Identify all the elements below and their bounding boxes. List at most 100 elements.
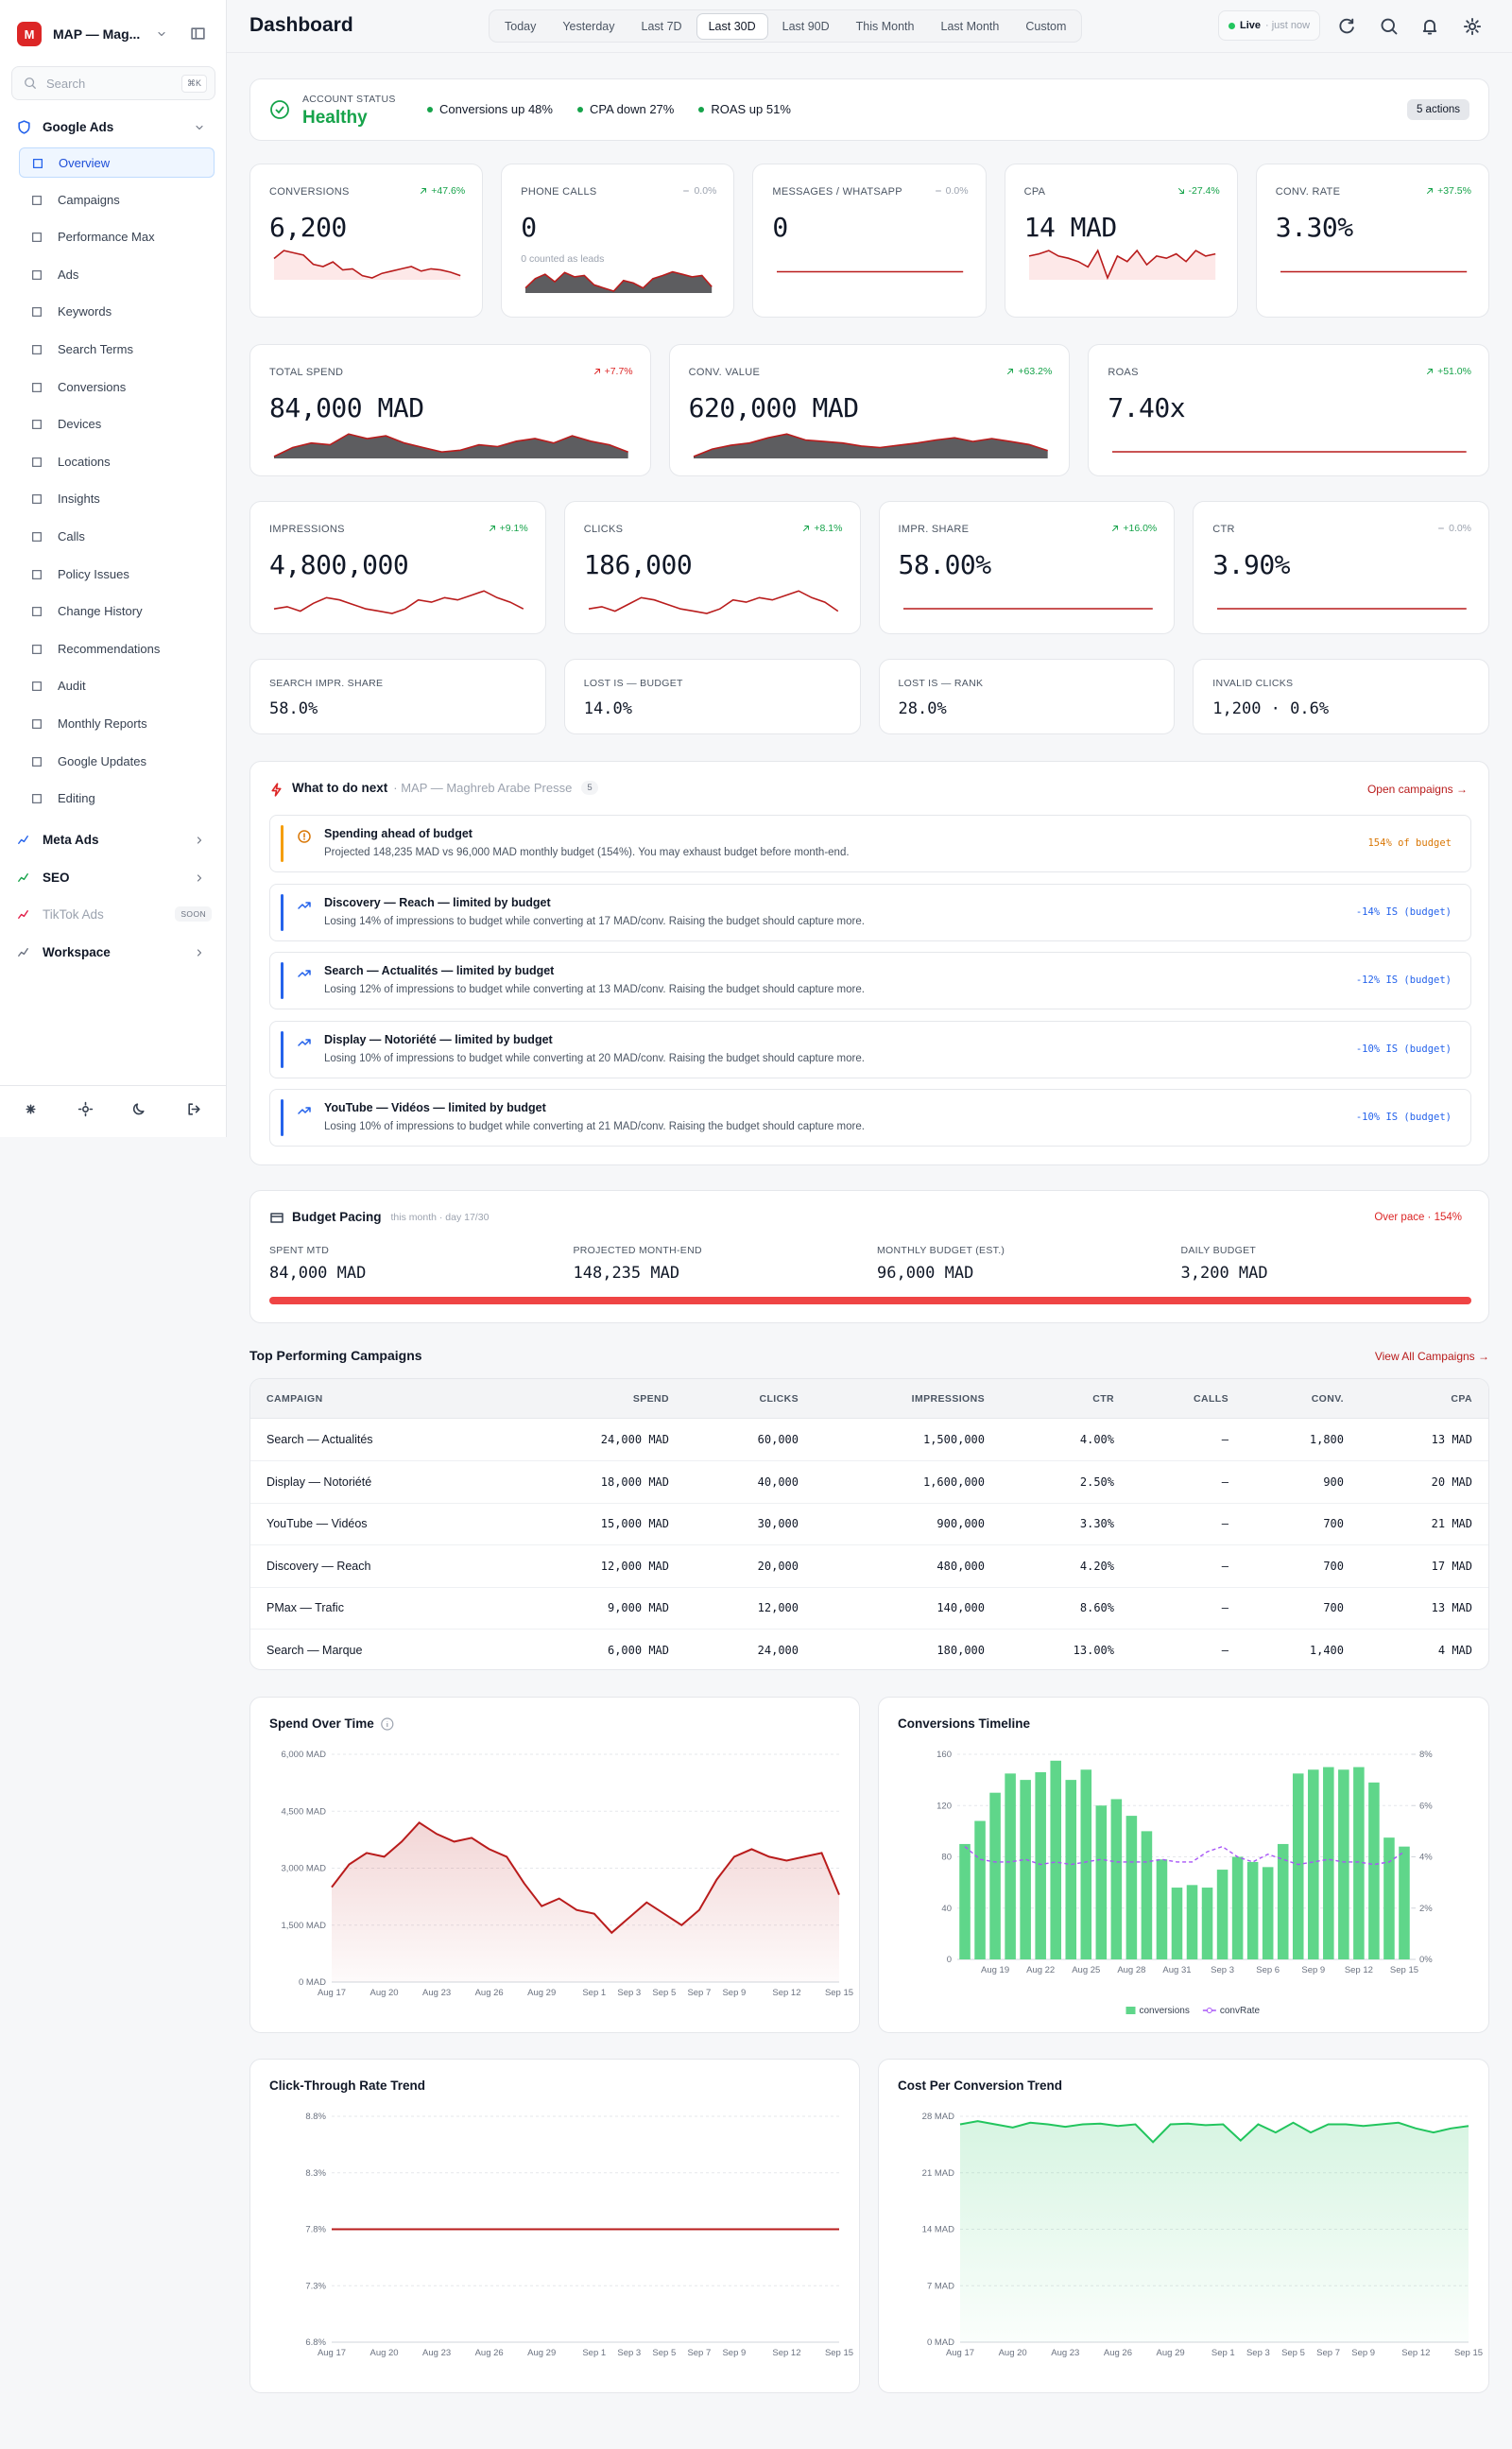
header-settings[interactable] bbox=[1463, 17, 1482, 36]
x-tick-label: Sep 9 bbox=[1301, 1965, 1325, 1975]
kpi-delta: +63.2% bbox=[1005, 366, 1052, 377]
nav-item[interactable]: Audit bbox=[19, 671, 215, 701]
range-button[interactable]: This Month bbox=[855, 19, 915, 33]
next-item: Display — Notoriété — limited by budget L… bbox=[269, 1020, 1471, 1078]
nav-group[interactable]: TikTok Ads SOON bbox=[11, 903, 215, 927]
range-button[interactable]: Last 7D bbox=[641, 19, 682, 33]
kpi-card: CONV. RATE +37.5% 3.30% bbox=[1255, 164, 1489, 318]
nav-label: Monthly Reports bbox=[58, 716, 147, 731]
nav-item[interactable]: Ads bbox=[19, 260, 215, 290]
range-button[interactable]: Last 30D bbox=[696, 12, 768, 40]
nav-item[interactable]: Calls bbox=[19, 522, 215, 552]
range-button[interactable]: Yesterday bbox=[562, 19, 615, 33]
y-tick-label: 6.8% bbox=[305, 2337, 326, 2348]
y2-tick-label: 6% bbox=[1419, 1801, 1433, 1811]
nav-label: Keywords bbox=[58, 304, 112, 319]
live-label: Live bbox=[1240, 20, 1262, 31]
kpi-value: 84,000 MAD bbox=[269, 392, 424, 423]
kpi-label: CONV. VALUE bbox=[688, 367, 761, 378]
x-tick-label: Aug 20 bbox=[369, 1988, 398, 1998]
sparkline-area bbox=[274, 250, 461, 280]
status-value: Healthy bbox=[302, 108, 368, 128]
next-item-desc: Projected 148,235 MAD vs 96,000 MAD mont… bbox=[324, 847, 850, 858]
nav-icon-shape bbox=[31, 494, 43, 505]
nav-item[interactable]: Google Updates bbox=[19, 747, 215, 777]
header-refresh[interactable] bbox=[1337, 17, 1356, 36]
search-shortcut: ⌘K bbox=[180, 75, 207, 93]
footer-settings[interactable] bbox=[77, 1101, 94, 1117]
sidebar-footer-divider bbox=[0, 1085, 227, 1086]
nav-item[interactable]: Change History bbox=[19, 596, 215, 627]
nav-item[interactable]: Campaigns bbox=[19, 185, 215, 216]
status-note: ROAS up 51% bbox=[698, 102, 791, 116]
x-tick-label: Sep 15 bbox=[1454, 2348, 1483, 2358]
range-button[interactable]: Last 90D bbox=[782, 19, 830, 33]
kpi-label: IMPRESSIONS bbox=[269, 524, 345, 535]
nav-item[interactable]: Performance Max bbox=[19, 222, 215, 252]
footer-logout[interactable] bbox=[186, 1101, 202, 1117]
nav-item[interactable]: Monthly Reports bbox=[19, 709, 215, 739]
table-cell: Search — Actualités bbox=[266, 1433, 373, 1447]
next-item-accent bbox=[281, 825, 284, 862]
nav-group[interactable]: SEO bbox=[11, 866, 215, 890]
next-item: YouTube — Vidéos — limited by budget Losi… bbox=[269, 1089, 1471, 1147]
footer-debug-shape bbox=[26, 1104, 36, 1114]
nav-item[interactable]: Overview bbox=[19, 147, 215, 178]
range-button[interactable]: Custom bbox=[1025, 19, 1067, 33]
y-tick-label: 8.8% bbox=[305, 2112, 326, 2122]
header-search[interactable] bbox=[1380, 17, 1399, 36]
kpi-label: TOTAL SPEND bbox=[269, 367, 344, 378]
column-header: CAMPAIGN bbox=[266, 1392, 323, 1405]
kpi-delta: +47.6% bbox=[419, 185, 465, 197]
header-notifications[interactable] bbox=[1420, 17, 1439, 36]
sparkline-line bbox=[693, 433, 1048, 457]
delta-arrow-shape bbox=[1427, 188, 1434, 194]
nav-label: Ads bbox=[58, 267, 79, 282]
footer-debug[interactable] bbox=[23, 1101, 39, 1117]
y-tick-label: 0 bbox=[947, 1955, 952, 1965]
delta-arrow bbox=[803, 526, 810, 531]
status-actions[interactable]: 5 actions bbox=[1406, 99, 1469, 120]
kpi-value: 3.30% bbox=[1275, 212, 1353, 243]
next-icon-shape bbox=[271, 783, 282, 797]
nav-item[interactable]: Search Terms bbox=[19, 335, 215, 365]
nav-icon bbox=[31, 756, 43, 767]
range-button[interactable]: Last Month bbox=[940, 19, 1000, 33]
nav-label: Devices bbox=[58, 417, 102, 432]
range-button[interactable]: Today bbox=[505, 19, 537, 33]
nav-item[interactable]: Policy Issues bbox=[19, 560, 215, 590]
footer-theme[interactable] bbox=[131, 1101, 147, 1117]
kpi-card: CTR 0.0% 3.90% bbox=[1193, 501, 1489, 634]
header-divider bbox=[227, 52, 1512, 53]
table-cell: 900,000 bbox=[936, 1517, 985, 1531]
nav-item[interactable]: Conversions bbox=[19, 372, 215, 403]
nav-item[interactable]: Keywords bbox=[19, 297, 215, 327]
budget-value: 84,000 MAD bbox=[269, 1264, 367, 1283]
nav-item[interactable]: Recommendations bbox=[19, 634, 215, 664]
table-cell: — bbox=[1221, 1559, 1228, 1573]
search-box[interactable]: Search ⌘K bbox=[11, 66, 215, 100]
next-link[interactable]: Open campaigns → bbox=[1366, 783, 1468, 796]
bar bbox=[1338, 1769, 1349, 1959]
next-item-title: Spending ahead of budget bbox=[324, 827, 472, 840]
nav-item[interactable]: Insights bbox=[19, 484, 215, 514]
kpi-value: 0 bbox=[772, 212, 788, 243]
nav-item[interactable]: Editing bbox=[19, 784, 215, 814]
campaigns-link[interactable]: View All Campaigns → bbox=[1374, 1350, 1489, 1363]
chart-card: Spend Over Time 0 MAD 1,500 MAD 3,000 MAD 4,… bbox=[249, 1697, 860, 2033]
nav-item[interactable]: Locations bbox=[19, 447, 215, 477]
kpi-delta: -27.4% bbox=[1177, 185, 1220, 197]
nav-icon bbox=[31, 794, 43, 804]
nav-item[interactable]: Devices bbox=[19, 409, 215, 440]
small-kpi-label: INVALID CLICKS bbox=[1212, 678, 1294, 689]
table-cell: 4 MAD bbox=[1437, 1643, 1472, 1657]
kpi-label: PHONE CALLS bbox=[521, 186, 597, 198]
note-dot bbox=[427, 106, 433, 112]
nav-group[interactable]: Workspace bbox=[11, 940, 215, 965]
table-cell: 40,000 bbox=[757, 1475, 799, 1490]
nav-group[interactable]: Meta Ads bbox=[11, 828, 215, 853]
sparkline-line bbox=[273, 590, 524, 614]
group-label: SEO bbox=[43, 870, 70, 885]
budget-label: MONTHLY BUDGET (EST.) bbox=[877, 1245, 1005, 1256]
bar bbox=[1262, 1867, 1274, 1959]
